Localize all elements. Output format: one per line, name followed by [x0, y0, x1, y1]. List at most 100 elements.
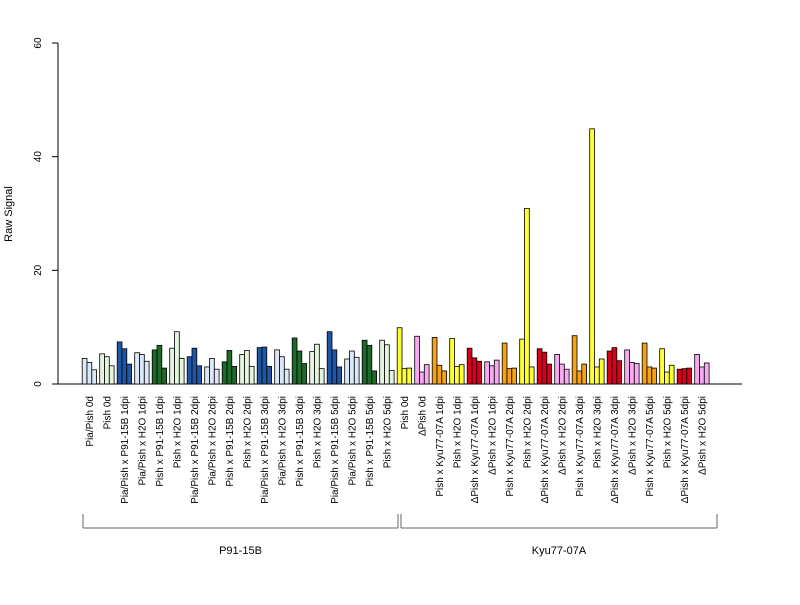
x-tick-label: Pia/Pish x H2O 5dpi — [347, 396, 358, 486]
bar — [231, 365, 238, 385]
x-tick-label: Pish x H2O 5dpi — [662, 396, 673, 468]
x-tick-label: Pish x H2O 2dpi — [522, 396, 533, 468]
y-tick-label: 20 — [33, 264, 44, 276]
x-tick-label: Pish 0d — [400, 396, 411, 429]
x-tick-label: ΔPish x Kyu77-07A 1dpi — [470, 396, 481, 503]
bar — [204, 366, 210, 385]
bar — [659, 348, 665, 385]
bar — [156, 344, 163, 385]
bar — [541, 351, 548, 385]
bars-layer — [81, 128, 710, 385]
bar — [401, 368, 408, 385]
bar — [546, 363, 552, 385]
bar — [449, 338, 455, 385]
bar — [598, 358, 605, 385]
bar — [353, 356, 360, 385]
bar — [244, 350, 250, 385]
bar — [419, 371, 425, 385]
bar — [283, 368, 290, 385]
bar — [239, 354, 245, 385]
x-tick-label: Pish x P91-15B 5dpi — [365, 396, 376, 487]
bar — [431, 336, 438, 385]
bar — [484, 361, 490, 385]
bar — [99, 353, 105, 385]
bar — [528, 366, 535, 385]
bar — [116, 341, 123, 385]
bar — [226, 350, 233, 385]
bar — [676, 368, 683, 385]
x-tick-label: Pish x Kyu77-07A 5dpi — [645, 396, 656, 497]
bar — [91, 369, 98, 385]
bar — [261, 346, 268, 385]
bar — [309, 351, 315, 385]
bar — [699, 366, 705, 385]
bar — [536, 348, 543, 385]
bar — [134, 352, 140, 385]
bar — [629, 361, 635, 385]
bar — [174, 331, 180, 385]
bar — [301, 363, 307, 385]
bar — [209, 358, 215, 385]
bar — [291, 337, 298, 385]
x-tick-label: Pia/Pish x P91-15B 5dpi — [330, 396, 341, 504]
bar — [563, 368, 570, 385]
bar — [633, 363, 640, 385]
x-tick-label: Pia/Pish x P91-15B 3dpi — [260, 396, 271, 504]
x-tick-label: Pish 0d — [102, 396, 113, 429]
y-tick-label: 60 — [33, 37, 44, 49]
bar — [524, 207, 530, 385]
bar — [493, 359, 500, 385]
bar — [686, 367, 692, 385]
bar — [196, 365, 203, 385]
group-label: P91-15B — [219, 545, 262, 557]
x-tick-labels-layer: Pia/Pish 0d Pish 0d Pia/Pish x P91-15B 1dp… — [85, 396, 709, 504]
bar — [169, 347, 175, 385]
bar — [423, 364, 430, 385]
bar — [501, 342, 508, 385]
x-tick-label: Pish x P91-15B 2dpi — [225, 396, 236, 487]
bar — [126, 363, 133, 385]
x-tick-label: Pia/Pish x H2O 3dpi — [277, 396, 288, 486]
bar — [519, 338, 525, 385]
bar — [436, 364, 443, 385]
bar — [151, 349, 158, 385]
x-tick-label: ΔPish x H2O 2dpi — [557, 396, 568, 475]
bar — [624, 349, 630, 385]
bar — [266, 365, 272, 385]
bar — [361, 339, 368, 385]
bar — [703, 362, 710, 385]
bar — [471, 357, 478, 385]
bar — [554, 354, 560, 385]
bar — [616, 360, 622, 385]
bar — [318, 368, 325, 385]
bar — [441, 370, 447, 385]
bar — [506, 368, 513, 385]
bar — [248, 365, 255, 385]
bar — [458, 364, 465, 385]
x-tick-label: ΔPish x Kyu77-07A 2dpi — [540, 396, 551, 503]
group-brackets-layer: P91-15B Kyu77-07A — [82, 514, 718, 557]
bar — [476, 360, 482, 385]
bar — [576, 370, 583, 385]
x-tick-label: Pia/Pish x P91-15B 1dpi — [120, 396, 131, 504]
bar — [221, 361, 228, 385]
bar — [186, 356, 193, 385]
x-tick-label: Pish x H2O 3dpi — [312, 396, 323, 468]
bar — [581, 363, 587, 385]
bar — [454, 365, 460, 385]
bar — [606, 350, 613, 385]
bar — [396, 327, 403, 385]
x-tick-label: Pia/Pish x P91-15B 2dpi — [190, 396, 201, 504]
x-tick-label: ΔPish 0d — [417, 396, 428, 436]
bar — [178, 358, 185, 385]
bar — [296, 350, 303, 385]
bar — [336, 366, 342, 385]
x-tick-label: Pish x H2O 1dpi — [452, 396, 463, 468]
x-tick-label: Pish x P91-15B 1dpi — [155, 396, 166, 487]
x-tick-label: Pish x Kyu77-07A 3dpi — [575, 396, 586, 497]
bar — [651, 367, 657, 385]
bar — [274, 349, 280, 385]
y-tick-label: 0 — [33, 381, 44, 387]
bar — [694, 354, 700, 385]
